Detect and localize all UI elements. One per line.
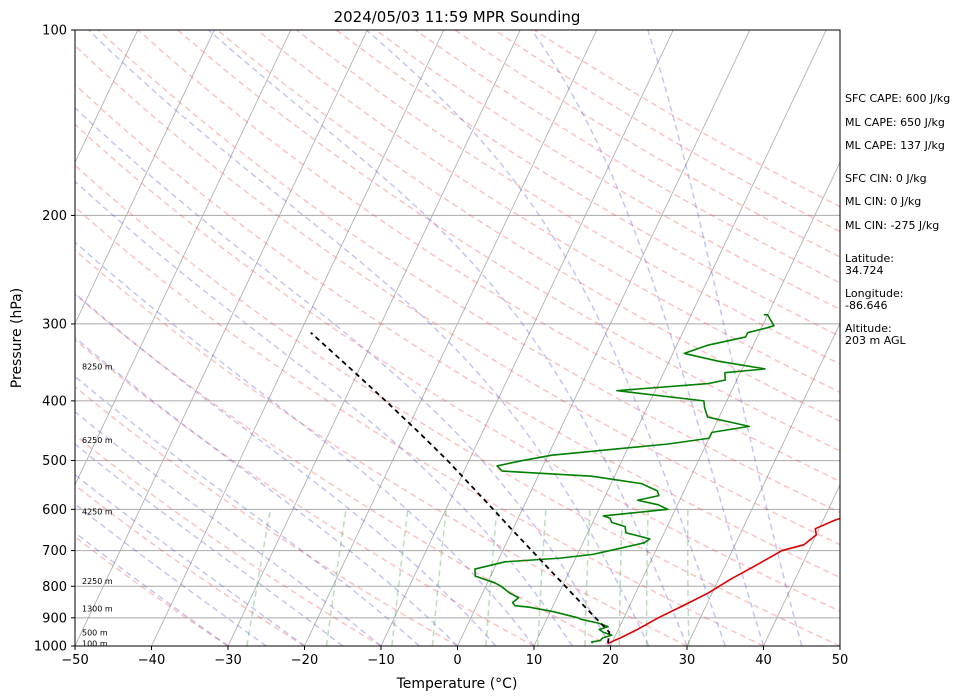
dry-adiabat-line bbox=[75, 206, 764, 646]
moist-adiabat-line bbox=[75, 531, 229, 646]
dry-adiabat-line bbox=[75, 484, 305, 646]
dry-adiabat-line bbox=[75, 123, 840, 613]
isotherm-line bbox=[533, 30, 827, 646]
y-tick-label: 700 bbox=[42, 544, 67, 559]
dry-adiabat-line bbox=[375, 30, 840, 311]
height-label: 100 m bbox=[82, 639, 108, 648]
sfc-cape-label: SFC CAPE: 600 J/kg bbox=[845, 92, 950, 105]
side-panel: SFC CAPE: 600 J/kg ML CAPE: 650 J/kg ML … bbox=[845, 92, 950, 347]
dry-adiabat-line bbox=[75, 434, 382, 646]
y-tick-label: 1000 bbox=[34, 640, 67, 655]
mixing-ratio-line bbox=[246, 509, 272, 646]
x-tick-label: 0 bbox=[453, 653, 461, 668]
dry-adiabat-line bbox=[75, 44, 840, 546]
altitude-value: 203 m AGL bbox=[845, 334, 907, 347]
y-tick-label: 200 bbox=[42, 209, 67, 224]
moist-adiabat-line bbox=[208, 30, 688, 646]
y-tick-label: 600 bbox=[42, 503, 67, 518]
parcel-path-line bbox=[310, 332, 611, 644]
isotherm-line bbox=[75, 30, 368, 646]
sfc-cin-label: SFC CIN: 0 J/kg bbox=[845, 172, 927, 185]
longitude-label: Longitude: bbox=[845, 287, 903, 300]
dry-adiabat-line bbox=[75, 293, 611, 646]
dry-adiabat-line bbox=[137, 30, 840, 483]
dry-adiabat-line bbox=[414, 30, 840, 284]
isotherm-line bbox=[457, 30, 751, 646]
y-tick-label: 800 bbox=[42, 580, 67, 595]
moist-adiabat-line bbox=[530, 30, 765, 646]
ml-cin-label: ML CIN: 0 J/kg bbox=[845, 195, 921, 208]
dry-adiabat-line bbox=[75, 83, 840, 579]
dry-adiabat-line bbox=[75, 249, 688, 646]
y-tick-label: 100 bbox=[42, 24, 67, 39]
y-tick-label: 900 bbox=[42, 611, 67, 626]
ml-cape-label: ML CAPE: 650 J/kg bbox=[845, 116, 945, 129]
height-label: 2250 m bbox=[82, 577, 113, 586]
x-tick-label: 40 bbox=[755, 653, 772, 668]
isotherm-line bbox=[380, 30, 674, 646]
isotherm-line bbox=[75, 30, 292, 486]
height-label: 4250 m bbox=[82, 508, 113, 517]
ml-cin-label-2: ML CIN: -275 J/kg bbox=[845, 219, 939, 232]
moist-adiabat-line bbox=[75, 336, 459, 646]
x-tick-label: 10 bbox=[526, 653, 543, 668]
x-tick-label: −40 bbox=[138, 653, 165, 668]
height-label: 1300 m bbox=[82, 605, 113, 614]
y-tick-label: 400 bbox=[42, 394, 67, 409]
isotherm-line bbox=[686, 322, 840, 646]
dry-adiabat-line bbox=[216, 30, 840, 423]
latitude-value: 34.724 bbox=[845, 264, 884, 277]
dry-adiabat-line bbox=[97, 30, 840, 514]
chart-title: 2024/05/03 11:59 MPR Sounding bbox=[334, 8, 581, 26]
isotherm-line bbox=[227, 30, 521, 646]
x-tick-label: −20 bbox=[291, 653, 318, 668]
height-label: 8250 m bbox=[82, 363, 113, 372]
y-axis-label: Pressure (hPa) bbox=[9, 288, 25, 388]
moist-adiabat-line bbox=[75, 106, 612, 646]
y-tick-label: 500 bbox=[42, 454, 67, 469]
isotherm-line bbox=[75, 30, 139, 164]
mixing-ratio-line bbox=[325, 509, 347, 646]
temperature-line bbox=[607, 517, 840, 645]
moist-adiabat-line bbox=[647, 30, 803, 646]
longitude-value: -86.646 bbox=[845, 299, 887, 312]
dewpoint-line bbox=[474, 314, 775, 644]
x-axis-label: Temperature (°C) bbox=[396, 676, 518, 692]
x-tick-label: 50 bbox=[832, 653, 849, 668]
moist-adiabat-line bbox=[75, 473, 305, 646]
moist-adiabat-line bbox=[75, 410, 382, 646]
x-tick-label: −50 bbox=[61, 653, 88, 668]
x-tick-label: 20 bbox=[602, 653, 619, 668]
altitude-label: Altitude: bbox=[845, 322, 892, 335]
dry-adiabat-line bbox=[75, 164, 840, 646]
x-tick-label: −30 bbox=[214, 653, 241, 668]
mixing-ratio-line bbox=[391, 509, 409, 646]
ml-cape-label-2: ML CAPE: 137 J/kg bbox=[845, 139, 945, 152]
isotherm-line bbox=[763, 483, 840, 646]
moist-adiabat-line bbox=[75, 241, 535, 646]
height-label: 500 m bbox=[82, 628, 108, 637]
height-label: 6250 m bbox=[82, 436, 113, 445]
x-tick-label: −10 bbox=[367, 653, 394, 668]
moist-adiabat-line bbox=[75, 503, 267, 646]
isotherm-line bbox=[75, 30, 215, 325]
y-tick-label: 300 bbox=[42, 317, 67, 332]
isotherm-line bbox=[151, 30, 445, 646]
moist-adiabat-line bbox=[88, 30, 650, 646]
x-tick-label: 30 bbox=[679, 653, 696, 668]
isotherm-line bbox=[304, 30, 598, 646]
moist-adiabat-line bbox=[75, 180, 573, 646]
moist-adiabat-line bbox=[365, 30, 726, 646]
moist-adiabat-line bbox=[75, 443, 344, 646]
dry-adiabat-line bbox=[256, 30, 840, 394]
latitude-label: Latitude: bbox=[845, 252, 894, 265]
isotherm-line bbox=[610, 161, 840, 646]
